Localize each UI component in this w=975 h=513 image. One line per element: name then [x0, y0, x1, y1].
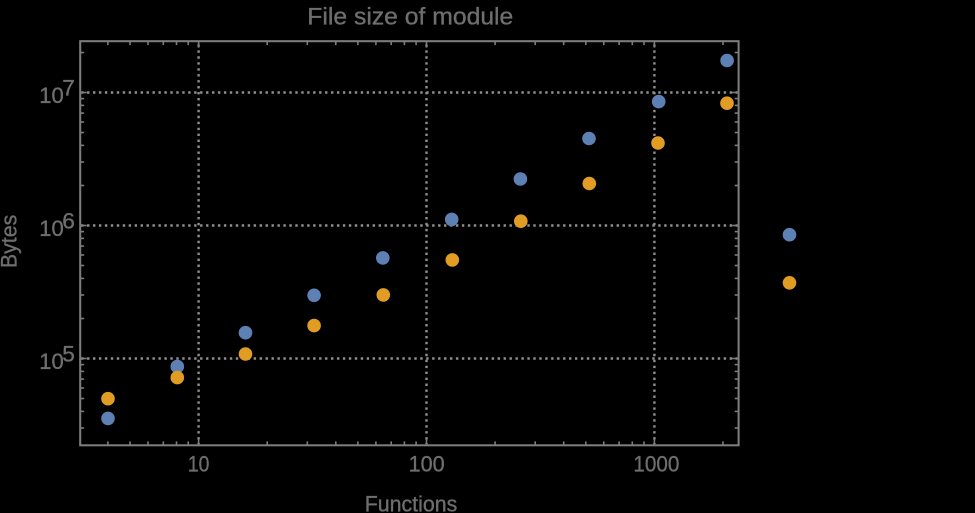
svg-text:7: 7 [62, 76, 75, 101]
svg-text:5: 5 [62, 342, 75, 367]
svg-text:10: 10 [188, 452, 210, 477]
svg-text:1000: 1000 [633, 452, 679, 477]
svg-text:10: 10 [39, 216, 64, 241]
svg-text:10: 10 [39, 83, 64, 108]
svg-text:Functions: Functions [365, 492, 458, 513]
svg-text:10: 10 [39, 349, 64, 374]
svg-text:6: 6 [62, 209, 75, 234]
svg-text:Bytes: Bytes [0, 215, 22, 269]
svg-text:100: 100 [409, 452, 445, 477]
svg-text:File size of module: File size of module [307, 3, 513, 30]
